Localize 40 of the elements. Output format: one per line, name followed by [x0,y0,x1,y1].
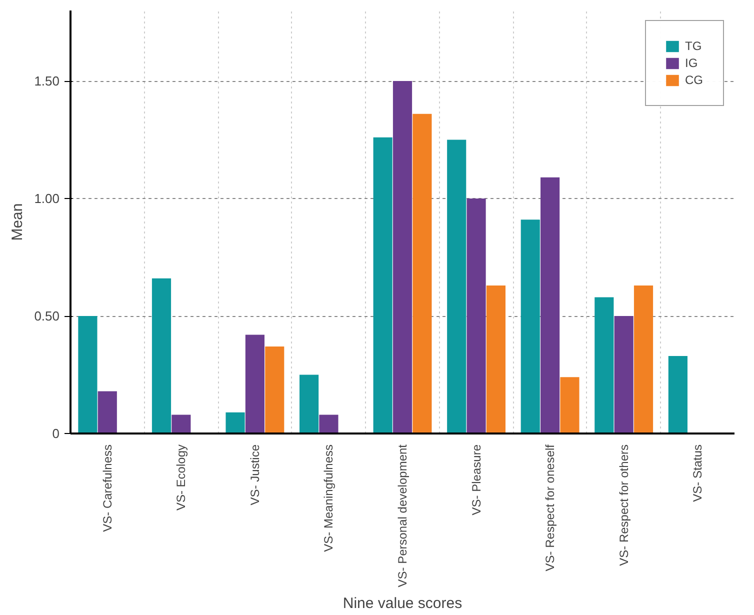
bar [412,114,432,434]
x-tick-label: VS- Respect for others [616,444,631,566]
bar [520,220,540,434]
bar [172,414,191,434]
legend-label: TG [685,39,703,53]
bar [373,137,392,434]
x-tick-label: VS- Ecology [174,444,188,511]
x-axis-title: Nine value scores [342,595,462,612]
x-tick-label: VS- Respect for oneself [543,444,558,572]
x-tick-label: VS- Meaningfulness [322,444,336,552]
bar [245,334,264,434]
bar [392,81,412,434]
x-tick-label: VS- Status [690,444,705,502]
y-axis-title: Mean [9,203,26,241]
bar [152,278,172,434]
legend-label: IG [685,56,699,70]
legend-label: CG [685,73,704,87]
bar [78,316,98,434]
bar [98,391,117,434]
x-tick-label: VS- Personal development [396,444,410,588]
bar [265,346,284,434]
bar [634,285,654,434]
bar [668,356,688,434]
y-tick-label: 0.50 [34,308,60,324]
bar [486,285,506,434]
bar [594,297,614,434]
bar [560,377,580,434]
y-tick-label: 1.50 [34,74,60,88]
x-tick-label: VS- Carefulness [100,444,114,532]
y-tick-label: 1.00 [34,191,60,206]
bar [447,140,466,434]
y-tick-label: 0 [52,426,60,441]
bar [319,414,338,434]
x-tick-label: VS- Justice [248,444,262,506]
bar [226,412,245,434]
bar [540,177,560,434]
bar [300,374,319,434]
bar [466,198,486,434]
bar [614,316,634,434]
x-tick-label: VS- Pleasure [469,444,484,516]
